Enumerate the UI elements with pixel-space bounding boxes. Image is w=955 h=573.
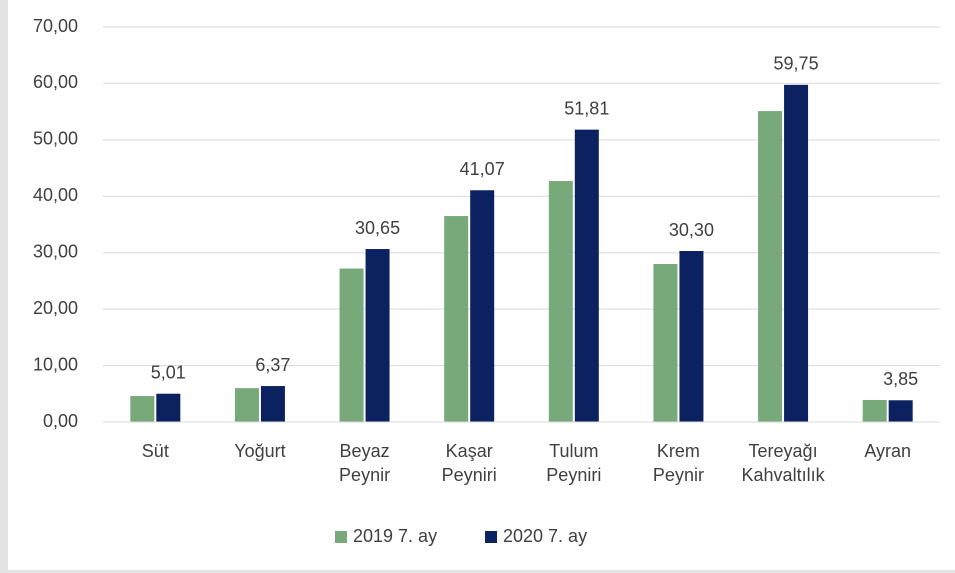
x-tick-label: Tereyağı Kahvaltılık	[742, 441, 826, 485]
x-tick-line: Krem	[657, 441, 700, 461]
x-tick-line: Peyniri	[546, 465, 601, 485]
bar	[470, 190, 495, 422]
x-tick-line: Kahvaltılık	[742, 465, 826, 485]
value-label: 3,85	[883, 369, 918, 389]
bar	[234, 388, 259, 422]
value-label: 51,81	[564, 98, 609, 118]
y-tick-label: 50,00	[33, 129, 78, 149]
bottom-edge	[8, 570, 955, 573]
x-tick-label: Kaşar Peyniri	[442, 441, 497, 485]
x-tick-label: Yoğurt	[234, 441, 285, 461]
bar	[130, 396, 155, 422]
x-tick-label: Ayran	[864, 441, 911, 461]
value-label: 6,37	[255, 355, 290, 375]
bar	[679, 251, 704, 422]
legend-label: 2019 7. ay	[353, 526, 437, 546]
y-tick-label: 60,00	[33, 72, 78, 92]
legend-swatch	[335, 531, 347, 543]
x-tick-line: Tereyağı	[749, 441, 818, 461]
bar	[888, 400, 913, 422]
bar	[339, 268, 364, 422]
left-edge	[0, 0, 8, 573]
x-tick-label: Krem Peynir	[653, 441, 704, 485]
x-tick-label: Beyaz Peynir	[339, 441, 390, 485]
bar	[260, 386, 285, 422]
legend-swatch	[485, 531, 497, 543]
bar	[862, 399, 887, 422]
x-tick-line: Peynir	[339, 465, 390, 485]
bar	[548, 181, 573, 422]
y-tick-label: 40,00	[33, 185, 78, 205]
x-tick-line: Peynir	[653, 465, 704, 485]
legend-label: 2020 7. ay	[503, 526, 587, 546]
value-label: 41,07	[460, 159, 505, 179]
y-tick-label: 30,00	[33, 241, 78, 261]
bar	[784, 84, 809, 422]
y-tick-label: 10,00	[33, 354, 78, 374]
y-tick-label: 0,00	[43, 411, 78, 431]
value-label: 59,75	[774, 54, 819, 74]
x-tick-line: Kaşar	[446, 441, 493, 461]
bar	[758, 111, 783, 422]
value-label: 30,65	[355, 218, 400, 238]
bar	[156, 393, 181, 422]
x-tick-line: Tulum	[549, 441, 598, 461]
x-tick-line: Beyaz	[340, 441, 390, 461]
y-tick-label: 70,00	[33, 16, 78, 36]
x-tick-label: Süt	[142, 441, 169, 461]
bar	[574, 129, 599, 423]
bar	[653, 264, 678, 422]
value-label: 30,30	[669, 220, 714, 240]
value-label: 5,01	[151, 362, 186, 382]
x-tick-line: Peyniri	[442, 465, 497, 485]
y-tick-label: 20,00	[33, 298, 78, 318]
bar	[365, 249, 390, 422]
bar	[444, 216, 469, 422]
x-tick-label: Tulum Peyniri	[546, 441, 601, 485]
